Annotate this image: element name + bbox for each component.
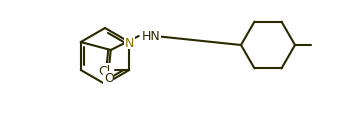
Text: N: N <box>125 36 134 49</box>
Text: O: O <box>104 72 114 85</box>
Text: HN: HN <box>142 29 161 42</box>
Text: Cl: Cl <box>98 64 110 77</box>
